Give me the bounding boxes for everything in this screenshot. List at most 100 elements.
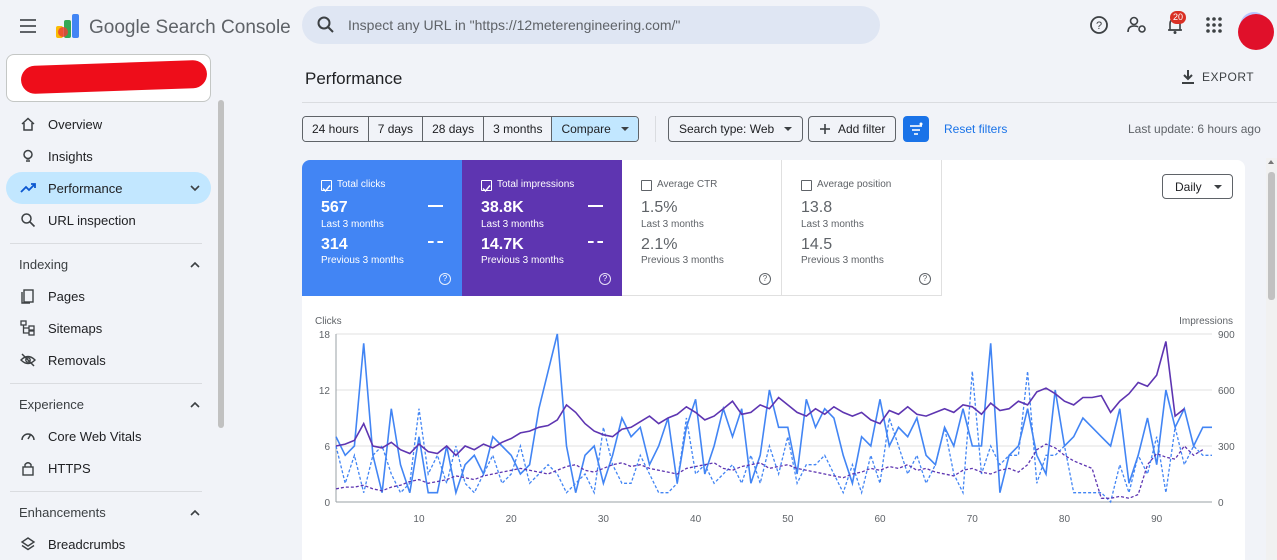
help-icon[interactable]: ? bbox=[1088, 14, 1110, 36]
property-selector[interactable] bbox=[6, 54, 211, 102]
solid-line-legend bbox=[428, 205, 443, 207]
section-enhancements[interactable]: Enhancements bbox=[6, 499, 211, 525]
main-scrollbar-thumb[interactable] bbox=[1268, 172, 1275, 300]
y-tick-label-left: 0 bbox=[324, 498, 330, 509]
sidebar-item-label: Breadcrumbs bbox=[48, 536, 126, 552]
sidebar-item-label: Sitemaps bbox=[48, 320, 103, 336]
metric-previous-value: 14.7K bbox=[481, 236, 524, 253]
metric-previous-value: 14.5 bbox=[801, 236, 833, 253]
sidebar-item-sitemaps[interactable]: Sitemaps bbox=[6, 312, 211, 344]
metric-label: Total clicks bbox=[337, 179, 386, 190]
performance-card: Total clicks 567 Last 3 months 314 Previ… bbox=[302, 160, 1245, 560]
range-28-days[interactable]: 28 days bbox=[423, 117, 485, 141]
range-3-months[interactable]: 3 months bbox=[484, 117, 553, 141]
metric-total-clicks[interactable]: Total clicks 567 Last 3 months 314 Previ… bbox=[302, 160, 462, 296]
notification-badge: 20 bbox=[1170, 11, 1187, 24]
metric-total-impressions[interactable]: Total impressions 38.8K Last 3 months 14… bbox=[462, 160, 622, 296]
metric-current-value: 38.8K bbox=[481, 199, 524, 216]
metric-previous-value: 2.1% bbox=[641, 236, 678, 253]
solid-line-legend bbox=[588, 205, 603, 207]
speedometer-icon bbox=[21, 433, 35, 441]
sidebar-item-label: Overview bbox=[48, 116, 103, 132]
x-tick-label: 90 bbox=[1151, 514, 1163, 525]
y-tick-label-right: 600 bbox=[1218, 386, 1235, 397]
help-icon[interactable]: ? bbox=[759, 273, 771, 285]
x-tick-label: 70 bbox=[967, 514, 979, 525]
app-title: Google Search Console bbox=[89, 17, 291, 38]
sidebar-item-performance[interactable]: Performance bbox=[6, 172, 211, 204]
add-filter-label: Add filter bbox=[838, 122, 886, 136]
trending-up-icon bbox=[20, 183, 36, 193]
search-input[interactable] bbox=[348, 17, 848, 33]
granularity-dropdown[interactable]: Daily bbox=[1162, 174, 1233, 199]
checkbox-unchecked-icon[interactable] bbox=[641, 180, 652, 191]
y-tick-label-right: 900 bbox=[1218, 330, 1235, 341]
sidebar-item-label: Performance bbox=[48, 180, 123, 196]
main-scrollbar-track[interactable] bbox=[1266, 158, 1277, 560]
sidebar-item-core-web-vitals[interactable]: Core Web Vitals bbox=[6, 420, 211, 452]
y-tick-label-right: 300 bbox=[1218, 442, 1235, 453]
metric-current-period: Last 3 months bbox=[801, 219, 864, 230]
eye-off-icon bbox=[20, 353, 36, 367]
filter-options-button[interactable] bbox=[903, 116, 929, 142]
range-7-days[interactable]: 7 days bbox=[368, 117, 424, 141]
sidebar-item-pages[interactable]: Pages bbox=[6, 280, 211, 312]
series-line-clicks-previous bbox=[335, 371, 1212, 504]
checkbox-unchecked-icon[interactable] bbox=[801, 180, 812, 191]
x-tick-label: 40 bbox=[690, 514, 702, 525]
help-icon[interactable]: ? bbox=[919, 273, 931, 285]
check-icon bbox=[322, 185, 331, 193]
reset-filters-link[interactable]: Reset filters bbox=[944, 122, 1008, 136]
sidebar-item-label: Removals bbox=[48, 352, 106, 368]
metric-label: Total impressions bbox=[497, 179, 575, 190]
page-title: Performance bbox=[305, 69, 403, 88]
sidebar-divider bbox=[10, 243, 202, 244]
y-tick-label-right: 0 bbox=[1218, 498, 1224, 509]
metric-average-position[interactable]: Average position 13.8 Last 3 months 14.5… bbox=[782, 160, 942, 296]
main-menu-button[interactable] bbox=[18, 15, 40, 37]
sidebar-item-removals[interactable]: Removals bbox=[6, 344, 211, 376]
range-compare[interactable]: Compare bbox=[552, 117, 638, 141]
section-experience[interactable]: Experience bbox=[6, 391, 211, 417]
metric-previous-period: Previous 3 months bbox=[321, 255, 404, 266]
checkbox-checked-icon[interactable] bbox=[321, 180, 332, 193]
sidebar-item-insights[interactable]: Insights bbox=[6, 140, 211, 172]
sidebar-scrollbar[interactable] bbox=[218, 100, 224, 428]
url-inspect-search[interactable] bbox=[302, 6, 880, 44]
user-settings-icon[interactable] bbox=[1126, 14, 1148, 36]
sidebar-item-url-inspection[interactable]: URL inspection bbox=[6, 204, 211, 236]
section-label: Enhancements bbox=[19, 505, 106, 520]
sidebar-item-https[interactable]: HTTPS bbox=[6, 452, 211, 484]
metric-previous-period: Previous 3 months bbox=[641, 255, 724, 266]
y-tick-label-left: 18 bbox=[319, 330, 331, 341]
section-label: Indexing bbox=[19, 257, 69, 272]
dropdown-caret-icon bbox=[784, 127, 793, 131]
granularity-label: Daily bbox=[1175, 179, 1202, 194]
series-line-impressions-current bbox=[335, 341, 1185, 457]
export-button[interactable]: EXPORT bbox=[1180, 64, 1254, 90]
y-tick-label-left: 12 bbox=[319, 386, 331, 397]
checkbox-checked-icon[interactable] bbox=[481, 180, 492, 193]
help-icon[interactable]: ? bbox=[599, 273, 611, 285]
chevron-up-icon bbox=[190, 261, 200, 268]
sidebar-item-label: HTTPS bbox=[48, 460, 91, 476]
avatar[interactable] bbox=[1238, 14, 1274, 50]
search-icon bbox=[21, 213, 36, 228]
metric-average-ctr[interactable]: Average CTR 1.5% Last 3 months 2.1% Prev… bbox=[622, 160, 782, 296]
add-filter-button[interactable]: Add filter bbox=[808, 116, 897, 142]
range-24-hours[interactable]: 24 hours bbox=[303, 117, 369, 141]
export-label: EXPORT bbox=[1202, 70, 1255, 84]
chevron-up-icon bbox=[190, 509, 200, 516]
title-divider bbox=[302, 102, 1277, 103]
scroll-up-arrow-icon[interactable] bbox=[1268, 160, 1274, 164]
section-indexing[interactable]: Indexing bbox=[6, 251, 211, 277]
metric-current-value: 1.5% bbox=[641, 199, 678, 216]
search-type-filter[interactable]: Search type: Web bbox=[668, 116, 804, 142]
chevron-up-icon bbox=[190, 401, 200, 408]
help-icon[interactable]: ? bbox=[439, 273, 451, 285]
sidebar-item-overview[interactable]: Overview bbox=[6, 108, 211, 140]
dropdown-caret-icon bbox=[620, 127, 629, 131]
apps-grid-icon[interactable] bbox=[1203, 14, 1225, 36]
pages-icon bbox=[21, 289, 34, 304]
sidebar-item-breadcrumbs[interactable]: Breadcrumbs bbox=[6, 528, 211, 560]
